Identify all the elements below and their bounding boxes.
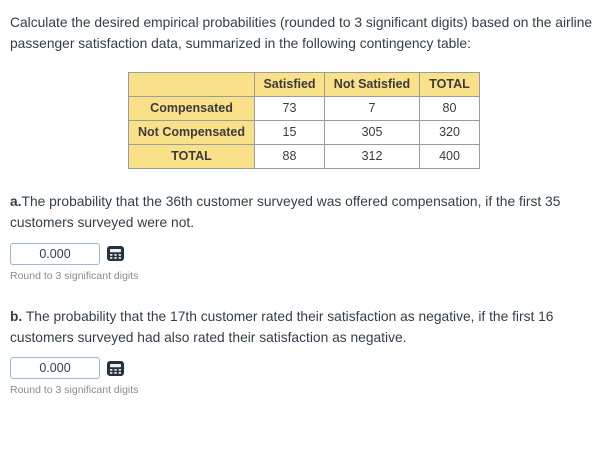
question-b: b. The probability that the 17th custome… bbox=[10, 306, 598, 349]
corner-cell bbox=[128, 71, 255, 97]
question-b-prefix: b. bbox=[10, 308, 23, 324]
answer-input-a[interactable] bbox=[10, 242, 100, 265]
intro-text: Calculate the desired empirical probabil… bbox=[10, 15, 593, 52]
table-cell: 305 bbox=[324, 119, 420, 145]
column-header-not-satisfied: Not Satisfied bbox=[324, 71, 420, 97]
table-cell: 73 bbox=[254, 95, 325, 121]
rounding-hint-b: Round to 3 significant digits bbox=[10, 384, 139, 397]
column-header-total: TOTAL bbox=[419, 71, 480, 97]
contingency-table: Satisfied Not Satisfied TOTAL Compensate… bbox=[128, 71, 480, 169]
table-row: TOTAL 88 312 400 bbox=[128, 143, 480, 169]
question-a-prefix: a. bbox=[10, 193, 22, 209]
table-cell: 7 bbox=[324, 95, 420, 121]
table-cell: 88 bbox=[254, 143, 325, 169]
question-a: a.The probability that the 36th customer… bbox=[10, 191, 598, 234]
row-label-not-compensated: Not Compensated bbox=[128, 119, 255, 145]
table-cell: 400 bbox=[419, 143, 480, 169]
row-label-total: TOTAL bbox=[128, 143, 255, 169]
answer-row-a bbox=[10, 242, 598, 265]
table-header-row: Satisfied Not Satisfied TOTAL bbox=[128, 71, 480, 97]
rounding-hint-a: Round to 3 significant digits bbox=[10, 269, 139, 282]
table-cell: 80 bbox=[419, 95, 480, 121]
answer-row-b bbox=[10, 357, 598, 380]
table-row: Compensated 73 7 80 bbox=[128, 95, 480, 121]
column-header-satisfied: Satisfied bbox=[254, 71, 325, 97]
keypad-icon[interactable] bbox=[107, 246, 124, 261]
answer-input-b[interactable] bbox=[10, 357, 100, 380]
keypad-icon[interactable] bbox=[107, 360, 124, 376]
table-cell: 312 bbox=[324, 143, 420, 169]
table-cell: 15 bbox=[254, 119, 325, 145]
row-label-compensated: Compensated bbox=[128, 95, 255, 121]
question-a-text: The probability that the 36th customer s… bbox=[10, 193, 561, 231]
table-row: Not Compensated 15 305 320 bbox=[128, 119, 480, 145]
question-b-text: The probability that the 17th customer r… bbox=[10, 308, 554, 345]
table-cell: 320 bbox=[419, 119, 480, 145]
question-page: Calculate the desired empirical probabil… bbox=[10, 15, 598, 397]
